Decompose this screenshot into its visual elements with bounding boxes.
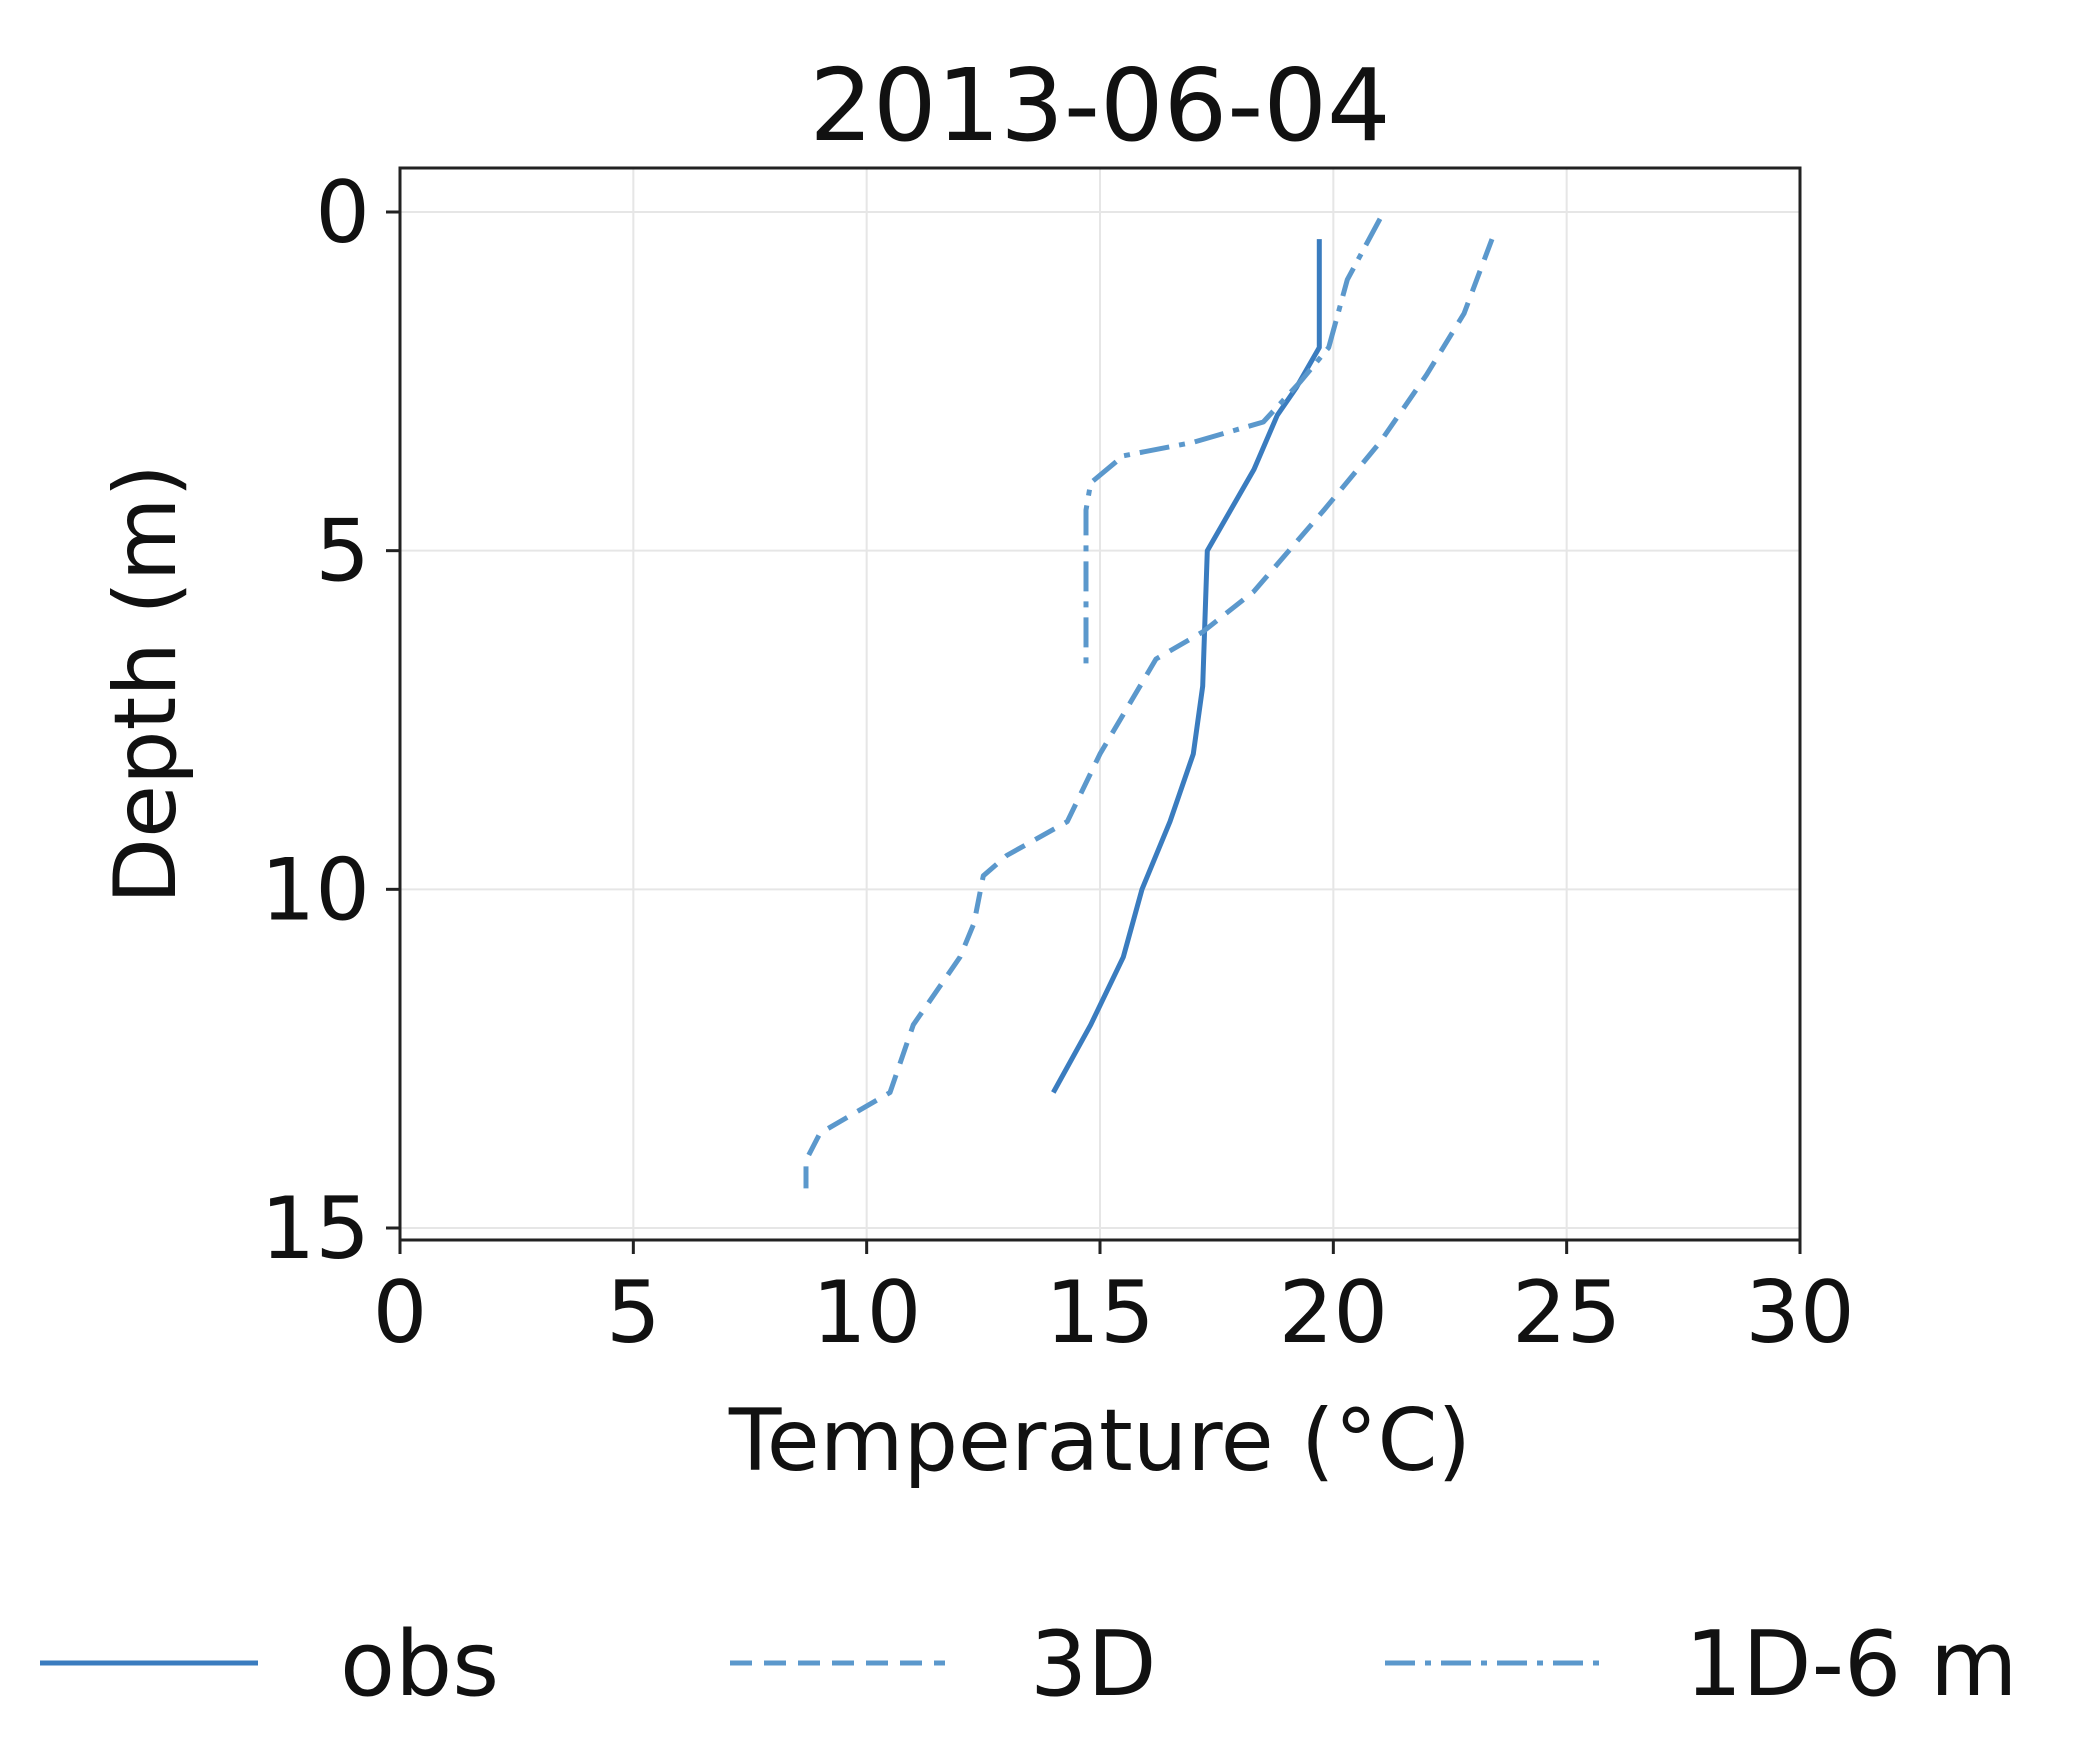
- x-tick-label: 15: [1045, 1263, 1154, 1363]
- legend: obs 3D 1D-6 m: [40, 1612, 2018, 1717]
- legend-label: obs: [340, 1612, 499, 1717]
- y-tick-label: 10: [261, 840, 370, 940]
- x-tick-label: 30: [1745, 1263, 1854, 1363]
- y-tick-label: 0: [315, 163, 370, 263]
- y-tick-label: 15: [261, 1179, 370, 1279]
- legend-label: 1D-6 m: [1685, 1612, 2018, 1717]
- x-tick-label: 25: [1512, 1263, 1621, 1363]
- axis-ticks: 0 5 10 15 20 25 30 0 5 10 15: [261, 163, 1855, 1363]
- chart-title: 2013-06-04: [809, 47, 1390, 164]
- series-line-obs: [1051, 239, 1322, 1094]
- x-tick-label: 10: [812, 1263, 921, 1363]
- y-tick-label: 5: [315, 502, 370, 602]
- series-line-3d: [803, 238, 1495, 1195]
- x-axis-label: Temperature (°C): [728, 1391, 1471, 1491]
- y-axis-label: Depth (m): [96, 464, 196, 904]
- grid: [399, 168, 1801, 1240]
- series-lines: [803, 217, 1495, 1195]
- x-tick-label: 0: [373, 1263, 428, 1363]
- x-tick-label: 20: [1279, 1263, 1388, 1363]
- legend-label: 3D: [1030, 1612, 1157, 1717]
- series-line-1d-6-m: [1083, 217, 1383, 666]
- x-tick-label: 5: [606, 1263, 661, 1363]
